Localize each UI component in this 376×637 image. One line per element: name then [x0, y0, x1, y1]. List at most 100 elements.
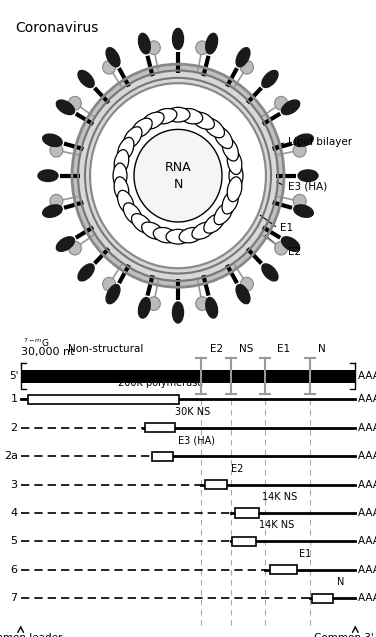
- Circle shape: [196, 41, 209, 55]
- Bar: [235, 508, 259, 518]
- Text: AAAA 3': AAAA 3': [358, 480, 376, 490]
- Ellipse shape: [282, 100, 300, 115]
- Text: Lipid bilayer: Lipid bilayer: [288, 137, 352, 147]
- Ellipse shape: [56, 237, 74, 252]
- Ellipse shape: [214, 127, 233, 148]
- Text: AAAA 3': AAAA 3': [358, 451, 376, 461]
- Ellipse shape: [214, 203, 233, 225]
- Text: 7: 7: [11, 593, 18, 603]
- Text: E1: E1: [299, 548, 311, 559]
- Text: AAAA 3': AAAA 3': [358, 394, 376, 404]
- Text: N: N: [338, 577, 345, 587]
- Text: Non-structural: Non-structural: [68, 344, 143, 354]
- Bar: [152, 452, 173, 461]
- Text: Coronavirus: Coronavirus: [15, 21, 99, 35]
- Ellipse shape: [113, 163, 127, 189]
- Ellipse shape: [38, 170, 58, 182]
- Text: E3 (HA): E3 (HA): [288, 181, 327, 191]
- Ellipse shape: [227, 150, 242, 175]
- Ellipse shape: [106, 285, 120, 304]
- Circle shape: [72, 64, 284, 287]
- Bar: [145, 423, 175, 433]
- Ellipse shape: [204, 213, 224, 233]
- Ellipse shape: [114, 150, 129, 175]
- Text: $^{7-m}$G: $^{7-m}$G: [23, 337, 49, 349]
- Ellipse shape: [206, 33, 218, 54]
- Ellipse shape: [132, 118, 152, 138]
- Circle shape: [134, 129, 222, 222]
- Ellipse shape: [142, 222, 164, 240]
- Ellipse shape: [114, 177, 129, 202]
- Text: NS: NS: [239, 344, 253, 354]
- Ellipse shape: [123, 127, 142, 148]
- Text: AAAA 3': AAAA 3': [358, 565, 376, 575]
- Text: 4: 4: [11, 508, 18, 518]
- Ellipse shape: [282, 237, 300, 252]
- Circle shape: [147, 41, 160, 55]
- Text: 5: 5: [11, 536, 18, 547]
- Text: 1: 1: [11, 394, 18, 404]
- Text: AAAA 3': AAAA 3': [358, 593, 376, 603]
- Bar: [270, 565, 297, 575]
- Text: E3 (HA): E3 (HA): [177, 435, 215, 445]
- Circle shape: [92, 85, 264, 266]
- Circle shape: [293, 194, 306, 208]
- Text: E2: E2: [231, 464, 244, 473]
- Ellipse shape: [118, 190, 134, 214]
- Ellipse shape: [222, 138, 238, 161]
- Circle shape: [147, 297, 160, 310]
- Ellipse shape: [206, 297, 218, 318]
- Text: N: N: [173, 178, 183, 190]
- Ellipse shape: [192, 222, 214, 240]
- Bar: [205, 480, 227, 489]
- Ellipse shape: [294, 134, 313, 147]
- Text: 14K NS: 14K NS: [262, 492, 297, 502]
- Ellipse shape: [123, 203, 142, 225]
- Text: AAAA 3': AAAA 3': [358, 536, 376, 547]
- Ellipse shape: [78, 71, 94, 87]
- Ellipse shape: [132, 213, 152, 233]
- Ellipse shape: [173, 29, 183, 50]
- Circle shape: [240, 277, 253, 291]
- Text: N: N: [318, 344, 325, 354]
- Ellipse shape: [106, 48, 120, 67]
- Ellipse shape: [236, 285, 250, 304]
- Ellipse shape: [192, 112, 214, 129]
- Text: AAAA 3': AAAA 3': [358, 508, 376, 518]
- Ellipse shape: [166, 107, 190, 122]
- Ellipse shape: [229, 163, 243, 189]
- Text: 30,000 nt: 30,000 nt: [21, 347, 74, 357]
- Text: 30K NS: 30K NS: [175, 407, 210, 417]
- Text: E2: E2: [288, 248, 301, 257]
- Text: 2: 2: [11, 423, 18, 433]
- Text: 200K polymerase: 200K polymerase: [118, 378, 204, 389]
- Circle shape: [50, 143, 63, 157]
- Ellipse shape: [262, 264, 278, 281]
- Bar: [232, 537, 256, 546]
- Ellipse shape: [262, 71, 278, 87]
- Bar: [28, 395, 179, 404]
- Ellipse shape: [42, 205, 62, 217]
- Text: AAAA 3': AAAA 3': [358, 371, 376, 381]
- Circle shape: [274, 96, 288, 110]
- Text: RNA: RNA: [165, 161, 191, 174]
- Circle shape: [68, 96, 81, 110]
- Circle shape: [103, 277, 115, 291]
- Ellipse shape: [222, 190, 238, 214]
- Text: AAAA 3': AAAA 3': [358, 423, 376, 433]
- Circle shape: [274, 241, 288, 255]
- Circle shape: [196, 297, 209, 310]
- Ellipse shape: [138, 297, 150, 318]
- Text: 5': 5': [9, 371, 19, 381]
- Circle shape: [293, 143, 306, 157]
- Ellipse shape: [227, 177, 242, 202]
- Text: 3: 3: [11, 480, 18, 490]
- Text: 2a: 2a: [4, 451, 18, 461]
- Ellipse shape: [78, 264, 94, 281]
- Ellipse shape: [236, 48, 250, 67]
- Circle shape: [68, 241, 81, 255]
- Circle shape: [50, 194, 63, 208]
- Bar: [21, 369, 355, 383]
- Ellipse shape: [118, 138, 134, 161]
- Circle shape: [103, 61, 115, 74]
